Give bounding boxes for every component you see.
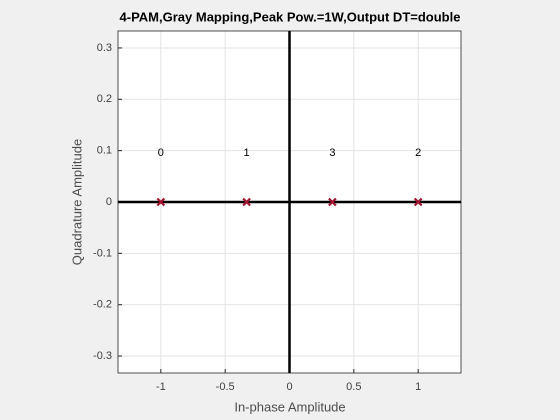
y-tick-label: -0.3 xyxy=(93,350,112,362)
point xyxy=(328,197,337,207)
point-label: 3 xyxy=(329,147,335,159)
x-tick-label: 1 xyxy=(415,381,421,393)
x-tick-label: 0 xyxy=(286,381,292,393)
point xyxy=(156,197,166,207)
point-label: 2 xyxy=(415,147,421,159)
point xyxy=(242,197,251,207)
y-tick-label: -0.1 xyxy=(93,247,112,259)
x-axis-label: In-phase Amplitude xyxy=(234,399,345,414)
point-label: 0 xyxy=(158,147,164,159)
y-tick-label: 0.2 xyxy=(97,93,112,105)
point xyxy=(413,197,423,207)
x-tick-label: -1 xyxy=(156,381,166,393)
y-axis-label: Quadrature Amplitude xyxy=(69,139,84,265)
chart-title: 4-PAM,Gray Mapping,Peak Pow.=1W,Output D… xyxy=(120,9,461,24)
point-label: 1 xyxy=(244,147,250,159)
y-tick-label: 0 xyxy=(106,196,112,208)
x-tick-label: -0.5 xyxy=(216,381,235,393)
y-tick-label: 0.3 xyxy=(97,42,112,54)
x-tick-label: 0.5 xyxy=(346,381,361,393)
y-tick-label: 0.1 xyxy=(97,145,112,157)
y-tick-label: -0.2 xyxy=(93,299,112,311)
